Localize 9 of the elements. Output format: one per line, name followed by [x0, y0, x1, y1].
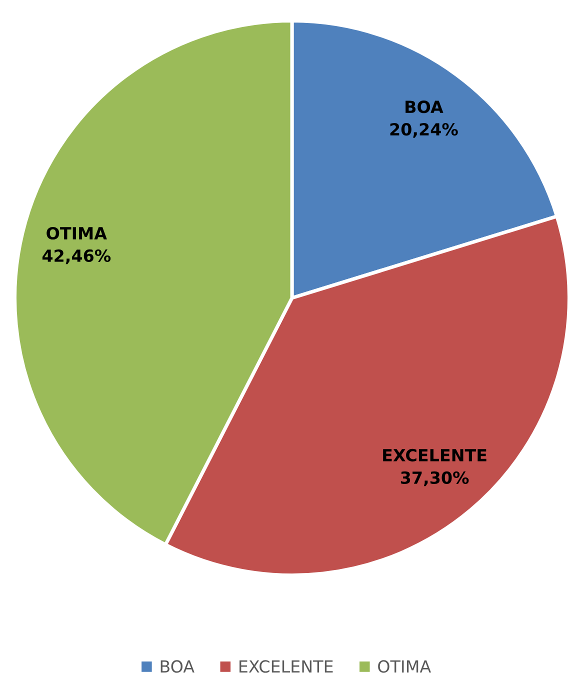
data-label: 42,46%	[42, 249, 111, 264]
data-label: 37,30%	[400, 471, 469, 486]
legend-label: BOA	[160, 660, 194, 673]
slice-label: EXCELENTE	[383, 448, 486, 462]
legend-label: EXCELENTE	[240, 660, 333, 673]
legend-label: OTIMA	[378, 660, 431, 673]
data-label: 20,24%	[390, 123, 458, 138]
slice-label: BOA	[406, 100, 444, 114]
slice-label: OTIMA	[46, 226, 107, 240]
